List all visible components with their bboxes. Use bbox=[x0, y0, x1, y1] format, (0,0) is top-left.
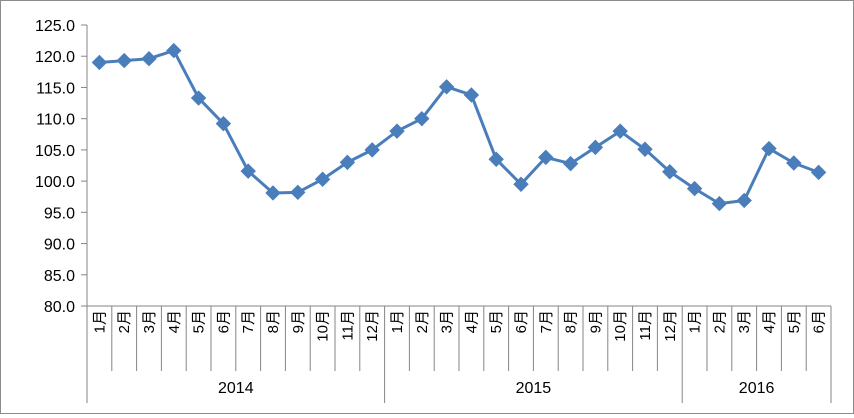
x-tick-label: 7月 bbox=[538, 310, 555, 333]
x-tick-label: 11月 bbox=[339, 310, 356, 341]
x-tick-label: 3月 bbox=[141, 310, 158, 333]
data-point-marker bbox=[116, 52, 132, 69]
data-point-marker bbox=[513, 176, 529, 192]
data-point-marker bbox=[91, 54, 108, 71]
x-tick-label: 7月 bbox=[240, 310, 257, 333]
data-point-marker bbox=[736, 192, 752, 209]
y-tick-label: 95.0 bbox=[44, 205, 75, 222]
x-tick-label: 2月 bbox=[711, 310, 728, 333]
x-tick-label: 1月 bbox=[389, 310, 406, 333]
data-point-marker bbox=[538, 149, 554, 166]
data-point-marker bbox=[141, 51, 157, 67]
y-tick-label: 105.0 bbox=[35, 143, 75, 160]
data-point-marker bbox=[389, 123, 405, 139]
data-point-marker bbox=[587, 139, 604, 156]
x-tick-label: 11月 bbox=[637, 310, 654, 341]
x-tick-label: 8月 bbox=[563, 310, 580, 333]
data-point-marker bbox=[761, 140, 777, 157]
x-tick-label: 4月 bbox=[166, 310, 183, 333]
y-tick-label: 125.0 bbox=[35, 18, 75, 35]
data-point-marker bbox=[215, 115, 232, 132]
x-tick-label: 4月 bbox=[463, 310, 480, 333]
y-tick-label: 120.0 bbox=[35, 49, 75, 66]
data-point-marker bbox=[562, 155, 579, 172]
axes bbox=[86, 25, 832, 403]
x-tick-label: 2月 bbox=[116, 310, 133, 333]
data-point-marker bbox=[637, 141, 653, 157]
data-point-marker bbox=[190, 90, 207, 106]
data-point-marker bbox=[166, 42, 182, 59]
x-tick-label: 1月 bbox=[687, 310, 704, 333]
x-tick-label: 5月 bbox=[786, 310, 803, 333]
x-tick-label: 9月 bbox=[290, 310, 307, 333]
x-tick-label: 8月 bbox=[265, 310, 282, 333]
data-point-marker bbox=[786, 155, 802, 171]
data-point-marker bbox=[686, 180, 703, 197]
x-tick-label: 12月 bbox=[662, 310, 679, 342]
x-tick-label: 6月 bbox=[513, 310, 530, 333]
y-tick-label: 100.0 bbox=[35, 174, 75, 191]
x-tick-label: 5月 bbox=[191, 310, 208, 333]
data-point-marker bbox=[463, 87, 480, 103]
data-point-marker bbox=[488, 151, 504, 167]
data-point-marker bbox=[612, 123, 628, 139]
y-tick-label: 115.0 bbox=[36, 80, 75, 97]
y-axis-ticks: 80.0 85.0 90.0 95.0 100.0 105.0 110.0 115.0 120.… bbox=[35, 18, 87, 316]
x-tick-label: 5月 bbox=[488, 310, 505, 333]
x-tick-label: 1月 bbox=[91, 310, 108, 333]
x-tick-label: 10月 bbox=[315, 310, 332, 342]
x-tick-label: 6月 bbox=[811, 310, 828, 333]
series bbox=[91, 42, 827, 212]
x-group-label: 2014 bbox=[218, 380, 254, 397]
x-tick-label: 10月 bbox=[612, 310, 629, 342]
x-tick-label: 12月 bbox=[364, 310, 381, 342]
data-point-marker bbox=[711, 195, 728, 212]
data-point-marker bbox=[662, 164, 678, 180]
x-group-label: 2015 bbox=[516, 380, 552, 397]
data-point-marker bbox=[414, 110, 430, 127]
x-group-label: 2016 bbox=[739, 380, 775, 397]
data-point-marker bbox=[810, 164, 827, 181]
y-tick-label: 85.0 bbox=[44, 268, 75, 285]
y-tick-label: 90.0 bbox=[44, 237, 75, 254]
data-point-marker bbox=[364, 142, 380, 158]
y-tick-label: 110.0 bbox=[36, 112, 75, 129]
data-point-marker bbox=[438, 79, 455, 95]
data-point-marker bbox=[240, 163, 256, 179]
series-line bbox=[99, 49, 820, 206]
data-point-marker bbox=[339, 154, 356, 171]
y-tick-label: 80.0 bbox=[44, 299, 75, 316]
data-point-marker bbox=[314, 171, 331, 187]
data-point-marker bbox=[290, 184, 306, 201]
x-axis-ticks: 1月 2月 3月 4月 5月 6月 7月 8月 9月 10月 11月 12月 1月 2月 3月 4月 5月 6月 7… bbox=[91, 310, 827, 397]
x-tick-label: 9月 bbox=[587, 310, 604, 333]
x-tick-label: 3月 bbox=[439, 310, 456, 333]
x-tick-label: 4月 bbox=[761, 310, 778, 333]
x-tick-label: 3月 bbox=[736, 310, 753, 333]
data-point-marker bbox=[265, 185, 281, 201]
x-tick-label: 6月 bbox=[215, 310, 232, 333]
x-tick-label: 2月 bbox=[414, 310, 431, 333]
